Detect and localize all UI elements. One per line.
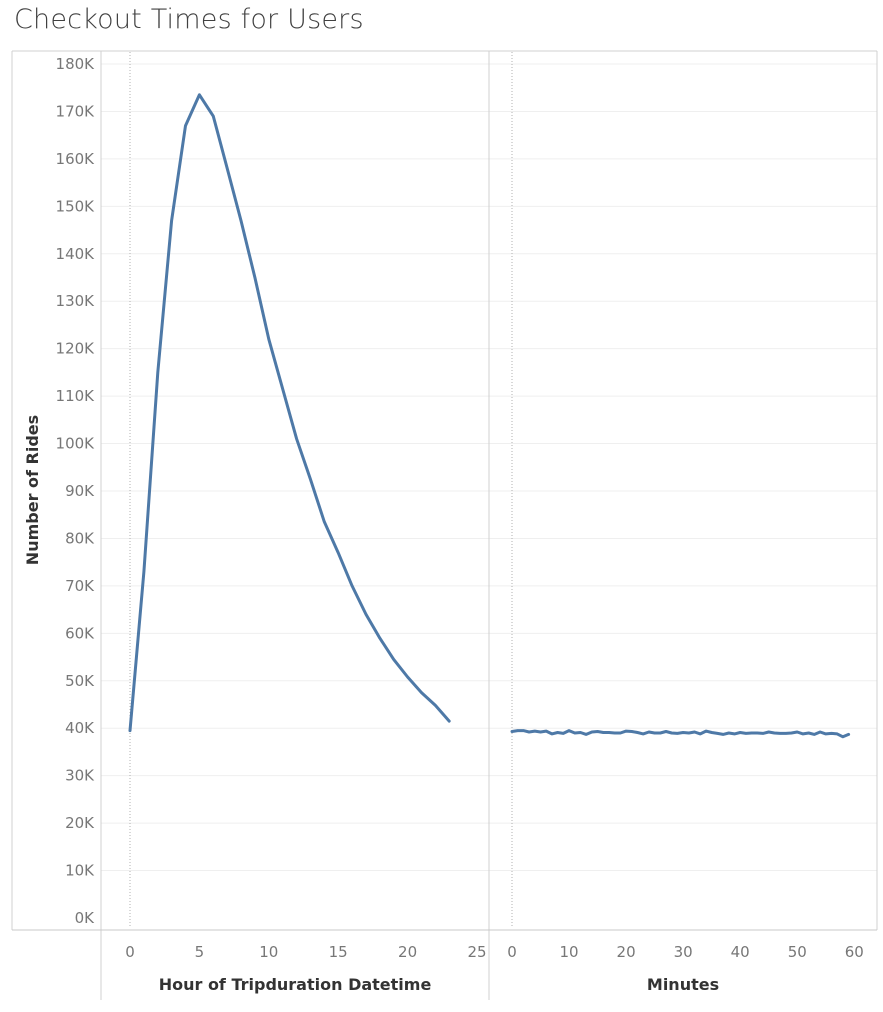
y-tick-label: 40K <box>65 719 95 737</box>
y-tick-label: 180K <box>56 55 96 73</box>
x-tick-label: 30 <box>674 943 693 961</box>
zero-reference-lines <box>129 52 513 928</box>
x-tick-label: 60 <box>845 943 864 961</box>
x-axis-ticks: 0 5 10 15 20 25 0 10 20 30 40 50 60 <box>125 943 864 961</box>
chart-frame <box>11 50 878 1000</box>
y-tick-label: 110K <box>56 387 96 405</box>
y-tick-label: 20K <box>65 814 95 832</box>
y-tick-label: 130K <box>56 292 96 310</box>
chart-title: Checkout Times for Users <box>14 4 364 35</box>
x-tick-label: 10 <box>259 943 278 961</box>
x-tick-label: 10 <box>560 943 579 961</box>
y-tick-label: 30K <box>65 767 95 785</box>
x-tick-label: 15 <box>329 943 348 961</box>
x-axis-title-hour: Hour of Tripduration Datetime <box>159 975 432 994</box>
y-tick-label: 10K <box>65 862 95 880</box>
x-axis-title-minutes: Minutes <box>647 975 719 994</box>
y-tick-label: 120K <box>56 340 96 358</box>
x-tick-label: 40 <box>731 943 750 961</box>
x-tick-label: 20 <box>617 943 636 961</box>
y-tick-label: 150K <box>56 197 96 215</box>
y-tick-label: 170K <box>56 102 96 120</box>
series-lines <box>128 93 851 739</box>
y-tick-label: 50K <box>65 672 95 690</box>
series-line <box>510 729 851 739</box>
x-tick-label: 25 <box>467 943 486 961</box>
y-tick-label: 70K <box>65 577 95 595</box>
x-tick-label: 20 <box>398 943 417 961</box>
y-axis-ticks: 0K 10K 20K 30K 40K 50K 60K 70K 80K 90K 100K 110K 120… <box>56 55 96 927</box>
x-tick-label: 50 <box>788 943 807 961</box>
y-tick-label: 160K <box>56 150 96 168</box>
y-tick-label: 100K <box>56 435 96 453</box>
y-axis-title: Number of Rides <box>23 415 42 565</box>
x-tick-label: 5 <box>195 943 205 961</box>
y-tick-label: 140K <box>56 245 96 263</box>
y-tick-label: 80K <box>65 529 95 547</box>
y-tick-label: 90K <box>65 482 95 500</box>
y-tick-label: 0K <box>75 909 96 927</box>
x-tick-label: 0 <box>507 943 517 961</box>
y-tick-label: 60K <box>65 624 95 642</box>
x-tick-label: 0 <box>125 943 135 961</box>
series-line <box>128 93 451 733</box>
